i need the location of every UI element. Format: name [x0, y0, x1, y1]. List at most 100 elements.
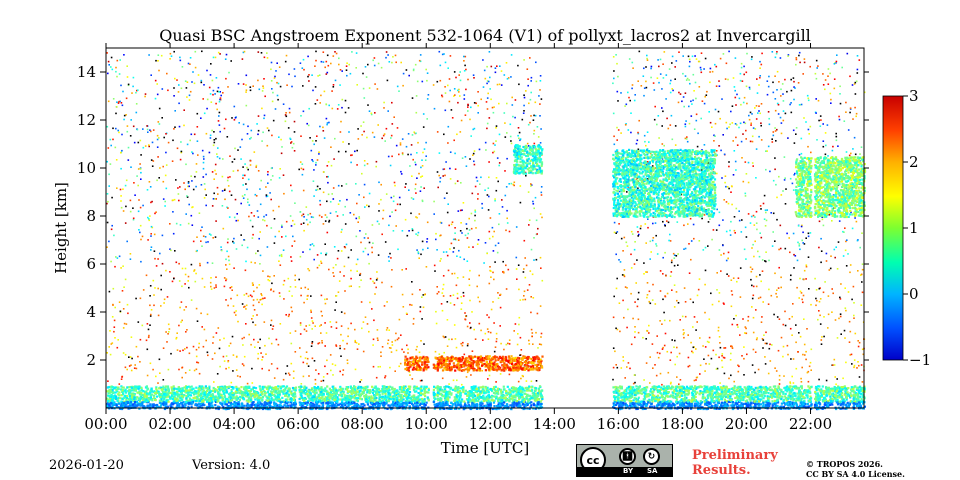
data-point — [145, 274, 148, 277]
data-point — [739, 267, 742, 269]
data-point — [124, 278, 127, 281]
data-point — [416, 216, 418, 219]
data-point — [416, 234, 419, 237]
data-point — [124, 222, 127, 224]
data-point — [635, 400, 638, 403]
data-point — [803, 343, 806, 346]
data-point — [415, 390, 418, 393]
data-point — [349, 385, 352, 388]
data-point — [308, 324, 311, 326]
data-point — [368, 262, 370, 265]
data-point — [289, 215, 292, 217]
data-point — [487, 80, 490, 83]
data-point — [442, 175, 444, 177]
data-point — [498, 164, 500, 167]
data-point — [488, 230, 491, 233]
data-point — [745, 129, 747, 132]
data-point — [307, 213, 309, 216]
data-point — [803, 117, 805, 119]
data-point — [121, 376, 123, 378]
data-point — [844, 307, 847, 309]
data-point — [290, 141, 293, 143]
data-point — [687, 223, 689, 225]
data-point — [669, 275, 672, 277]
data-point — [800, 292, 803, 294]
data-point — [206, 351, 209, 354]
data-point — [677, 385, 680, 388]
data-point — [863, 405, 866, 408]
data-point — [435, 238, 437, 241]
data-point — [149, 129, 151, 131]
data-point — [631, 404, 634, 407]
data-point — [135, 103, 138, 105]
data-point — [263, 321, 266, 323]
data-point — [417, 251, 419, 253]
data-point — [303, 392, 306, 395]
data-point — [119, 59, 121, 61]
data-point — [802, 294, 805, 297]
data-point — [201, 245, 203, 247]
data-point — [110, 343, 113, 345]
data-point — [106, 125, 109, 128]
data-point — [485, 149, 487, 151]
data-point — [279, 264, 282, 266]
data-point — [478, 148, 481, 151]
data-point — [422, 398, 425, 402]
data-point — [541, 161, 544, 163]
data-point — [319, 188, 321, 190]
data-point — [228, 190, 231, 193]
data-point — [473, 150, 476, 152]
data-point — [539, 305, 542, 307]
data-point — [494, 198, 496, 200]
data-point — [210, 63, 212, 65]
data-point — [244, 305, 246, 308]
data-point — [750, 58, 753, 61]
data-point — [223, 337, 225, 340]
data-point — [529, 270, 532, 272]
data-point — [444, 336, 447, 338]
data-point — [506, 385, 509, 388]
data-point — [613, 295, 615, 298]
data-point — [122, 386, 125, 389]
data-point — [499, 325, 501, 327]
data-point — [120, 394, 123, 397]
data-point — [377, 254, 380, 256]
data-point — [719, 342, 721, 344]
data-point — [445, 251, 448, 253]
data-point — [307, 223, 309, 226]
data-point — [669, 359, 672, 361]
data-point — [659, 73, 662, 75]
data-point — [470, 212, 473, 215]
data-point — [409, 385, 412, 388]
data-point — [353, 385, 356, 388]
data-point — [734, 96, 737, 99]
data-point — [488, 117, 491, 119]
data-point — [674, 144, 677, 146]
data-point — [372, 338, 375, 341]
data-point — [330, 146, 332, 148]
data-point — [755, 309, 757, 311]
data-point — [411, 378, 414, 380]
data-point — [465, 88, 467, 91]
data-point — [267, 182, 269, 184]
data-point — [319, 203, 322, 206]
data-point — [398, 153, 400, 156]
data-point — [375, 376, 378, 379]
data-point — [269, 275, 271, 278]
data-point — [196, 361, 198, 364]
data-point — [845, 101, 847, 104]
data-point — [827, 400, 830, 403]
data-point — [704, 283, 706, 286]
data-point — [442, 295, 445, 297]
data-point — [516, 343, 519, 346]
data-point — [106, 52, 108, 54]
data-point — [725, 121, 728, 124]
data-point — [272, 209, 275, 212]
data-point — [706, 90, 708, 93]
data-point — [414, 183, 417, 186]
data-point — [119, 188, 122, 191]
data-point — [146, 189, 149, 191]
data-point — [755, 222, 758, 224]
data-point — [853, 314, 855, 317]
data-point — [362, 389, 366, 393]
